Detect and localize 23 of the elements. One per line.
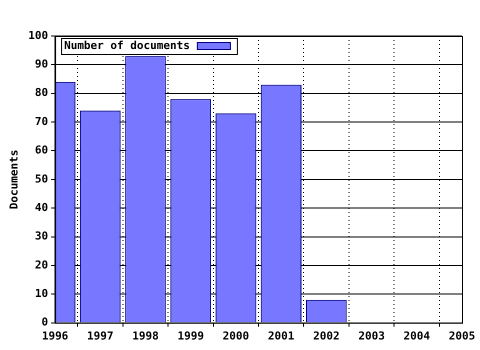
- y-tick-label: 90: [34, 58, 48, 71]
- y-tick-label: 70: [34, 114, 48, 128]
- x-tick-label: 1997: [87, 329, 114, 342]
- y-tick-label: 0: [41, 316, 48, 329]
- y-axis-title: Documents: [7, 150, 20, 210]
- y-tick-label: 30: [34, 230, 48, 243]
- x-tick-label: 1996: [42, 329, 69, 342]
- x-tick-label: 2000: [222, 329, 250, 342]
- y-tick-label: 50: [34, 172, 48, 186]
- legend-label: Number of documents: [64, 38, 190, 52]
- y-tick-label: 40: [34, 200, 48, 214]
- y-tick-label: 80: [34, 86, 48, 100]
- x-tick-label: 2001: [268, 329, 295, 342]
- y-tick-label: 20: [34, 258, 48, 272]
- x-tick-label: 2005: [448, 329, 476, 342]
- x-tick-label: 2004: [404, 329, 430, 342]
- y-tick-label: 100: [28, 28, 48, 42]
- y-tick-label: 60: [34, 144, 48, 157]
- x-tick-label: 1998: [132, 329, 159, 342]
- x-tick-label: 1999: [177, 329, 204, 342]
- x-tick-label: 2002: [313, 329, 340, 342]
- y-tick-label: 10: [34, 286, 48, 300]
- x-tick-label: 2003: [358, 329, 385, 342]
